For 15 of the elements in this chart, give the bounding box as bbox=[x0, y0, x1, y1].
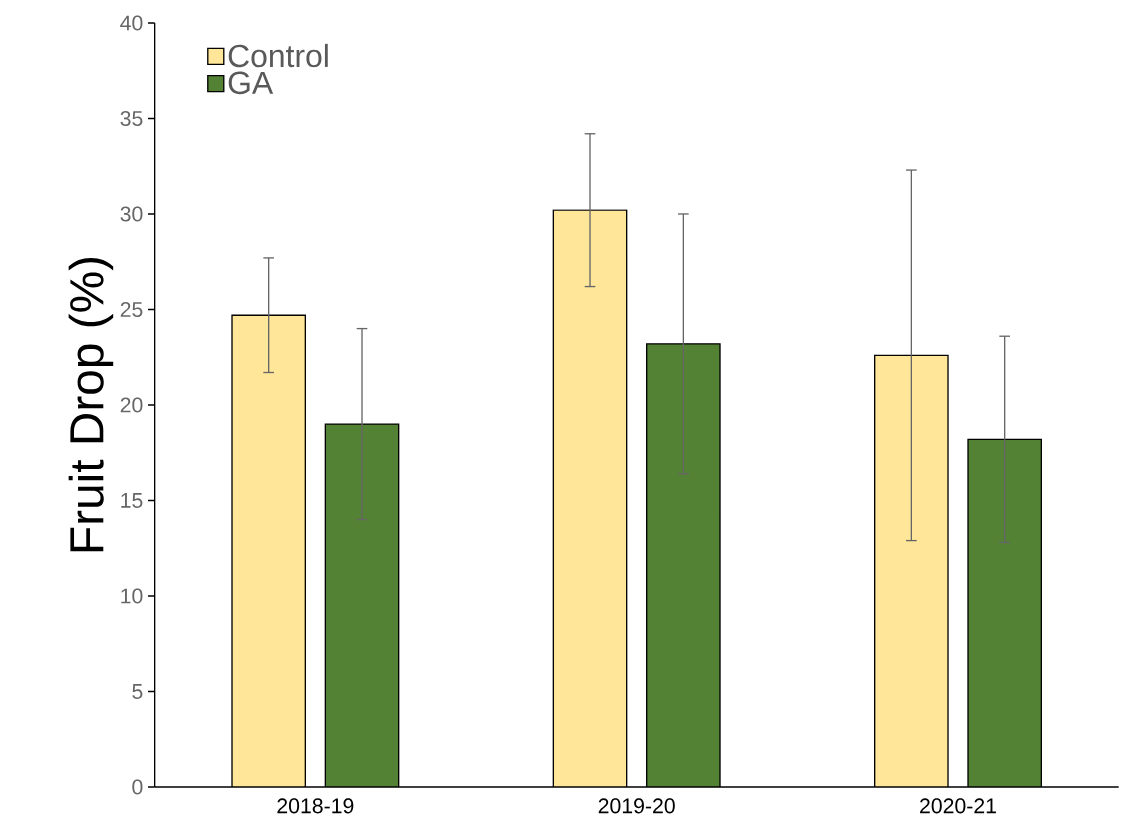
y-axis-title: Fruit Drop (%) bbox=[68, 257, 114, 552]
y-tick-label: 10 bbox=[121, 588, 143, 604]
legend-label: Control bbox=[228, 43, 328, 68]
x-tick-label: 2019-20 bbox=[598, 798, 675, 814]
x-tick-label: 2020-21 bbox=[920, 798, 996, 814]
y-tick-label: 5 bbox=[132, 684, 143, 699]
y-tick-label: 25 bbox=[120, 301, 143, 317]
y-tick-label: 15 bbox=[121, 493, 143, 508]
y-tick-label: 0 bbox=[132, 779, 143, 795]
y-tick-label: 35 bbox=[120, 110, 143, 126]
y-tick-label: 30 bbox=[120, 206, 143, 222]
y-tick-label: 20 bbox=[120, 397, 143, 413]
legend-label: GA bbox=[228, 71, 274, 95]
y-tick-label: 40 bbox=[120, 15, 143, 31]
x-tick-label: 2018-19 bbox=[277, 798, 354, 814]
